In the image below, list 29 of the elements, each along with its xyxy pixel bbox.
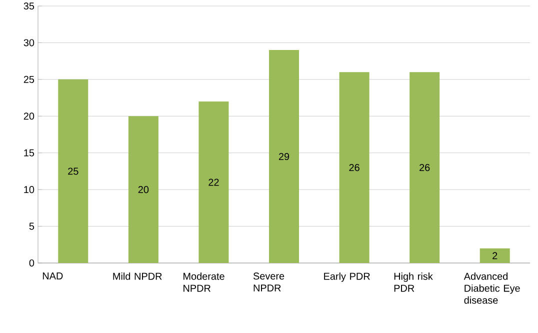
data-label: 26 bbox=[420, 164, 430, 172]
y-tick-label: 25 bbox=[24, 76, 34, 83]
data-label: 2 bbox=[492, 252, 498, 260]
bar bbox=[339, 72, 370, 263]
x-tick-label: Severe NPDR bbox=[253, 272, 284, 292]
data-label: 22 bbox=[208, 178, 219, 186]
data-label: 29 bbox=[278, 153, 290, 160]
y-tick-label: 35 bbox=[24, 2, 34, 10]
x-tick-label: High risk PDR bbox=[394, 272, 433, 292]
x-tick-label: Mild NPDR bbox=[113, 272, 162, 280]
bar bbox=[269, 50, 299, 263]
bar bbox=[480, 248, 510, 263]
bar bbox=[410, 72, 440, 263]
data-label: 25 bbox=[68, 168, 78, 175]
y-tick-label: 20 bbox=[24, 112, 34, 120]
bar bbox=[58, 79, 88, 263]
x-tick-label: Advanced Diabetic Eye disease bbox=[464, 272, 520, 304]
y-tick-label: 15 bbox=[24, 149, 34, 156]
x-tick-label: Early PDR bbox=[324, 272, 370, 282]
x-tick-label: NAD bbox=[42, 272, 63, 280]
y-tick-label: 30 bbox=[24, 39, 34, 46]
y-tick-label: 0 bbox=[29, 259, 34, 267]
y-tick-label: 10 bbox=[24, 186, 34, 194]
data-label: 20 bbox=[138, 186, 149, 194]
y-tick-label: 5 bbox=[29, 222, 34, 230]
bar bbox=[128, 116, 158, 263]
bar bbox=[198, 101, 229, 263]
data-label: 26 bbox=[349, 164, 360, 172]
x-tick-label: Moderate NPDR bbox=[184, 272, 224, 292]
